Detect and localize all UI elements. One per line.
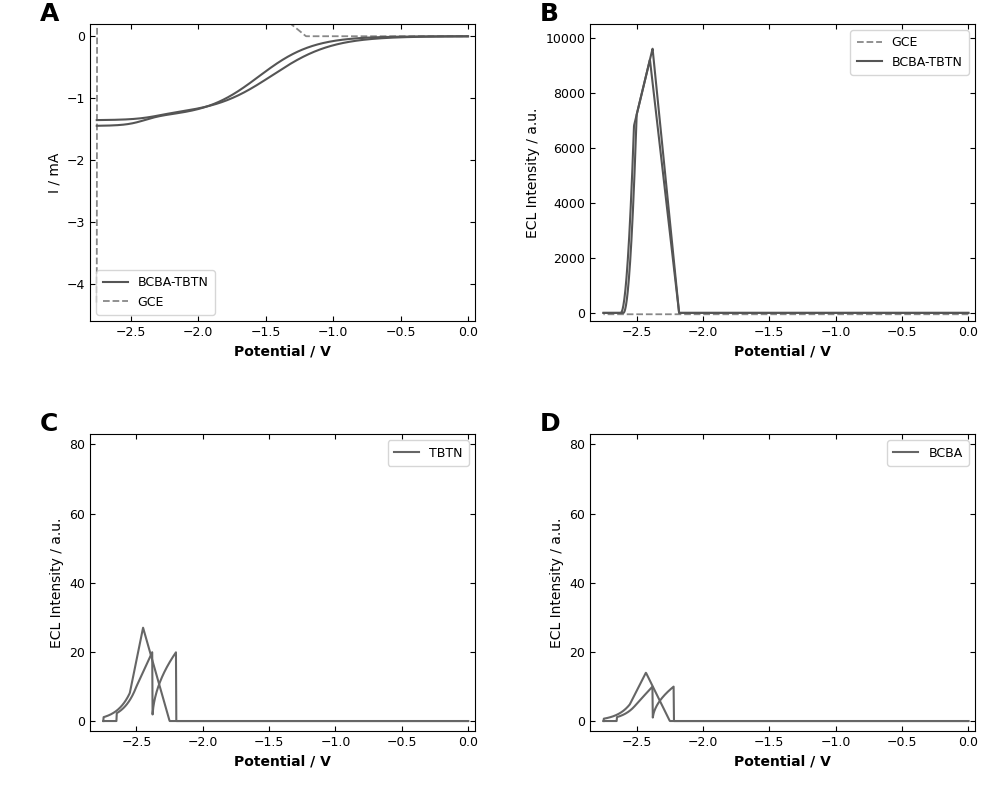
Y-axis label: ECL Intensity / a.u.: ECL Intensity / a.u. xyxy=(50,518,64,648)
Legend: TBTN: TBTN xyxy=(388,440,469,466)
X-axis label: Potential / V: Potential / V xyxy=(234,344,331,359)
Text: A: A xyxy=(40,2,59,26)
Legend: GCE, BCBA-TBTN: GCE, BCBA-TBTN xyxy=(850,30,969,75)
X-axis label: Potential / V: Potential / V xyxy=(734,754,831,769)
Y-axis label: ECL Intensity / a.u.: ECL Intensity / a.u. xyxy=(550,518,564,648)
Legend: BCBA-TBTN, GCE: BCBA-TBTN, GCE xyxy=(96,270,215,315)
Text: B: B xyxy=(540,2,559,26)
Y-axis label: ECL Intensity / a.u.: ECL Intensity / a.u. xyxy=(526,107,540,238)
Y-axis label: I / mA: I / mA xyxy=(47,153,61,192)
X-axis label: Potential / V: Potential / V xyxy=(734,344,831,359)
Text: C: C xyxy=(40,412,58,436)
Text: D: D xyxy=(540,412,561,436)
X-axis label: Potential / V: Potential / V xyxy=(234,754,331,769)
Legend: BCBA: BCBA xyxy=(887,440,969,466)
